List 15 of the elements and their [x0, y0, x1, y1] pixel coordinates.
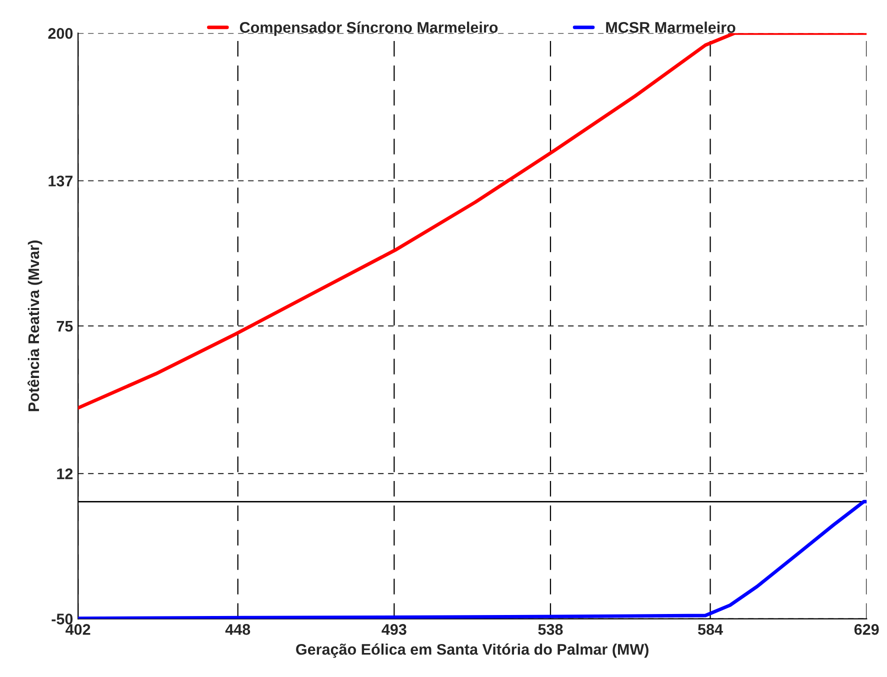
- x-tick-label: 493: [382, 624, 406, 635]
- x-tick-label: 448: [225, 624, 250, 635]
- y-tick-label: 75: [56, 321, 73, 332]
- y-tick-label: 137: [48, 176, 73, 186]
- x-axis-title: Geração Eólica em Santa Vitória do Palmar (MW): [296, 643, 648, 658]
- y-tick-label: 200: [48, 28, 73, 39]
- x-tick-label: 402: [66, 624, 90, 635]
- x-tick-label: 538: [538, 624, 563, 635]
- legend-label: MCSR Marmeleiro: [606, 22, 736, 33]
- x-tick-label: 629: [854, 624, 879, 635]
- x-tick-label: 584: [698, 624, 723, 635]
- y-tick-label: 12: [57, 468, 73, 480]
- y-tick-label: -50: [52, 614, 73, 624]
- legend-label: Compensador Síncrono Marmeleiro: [240, 21, 498, 36]
- y-axis-title: Potência Reativa (Mvar): [28, 240, 42, 412]
